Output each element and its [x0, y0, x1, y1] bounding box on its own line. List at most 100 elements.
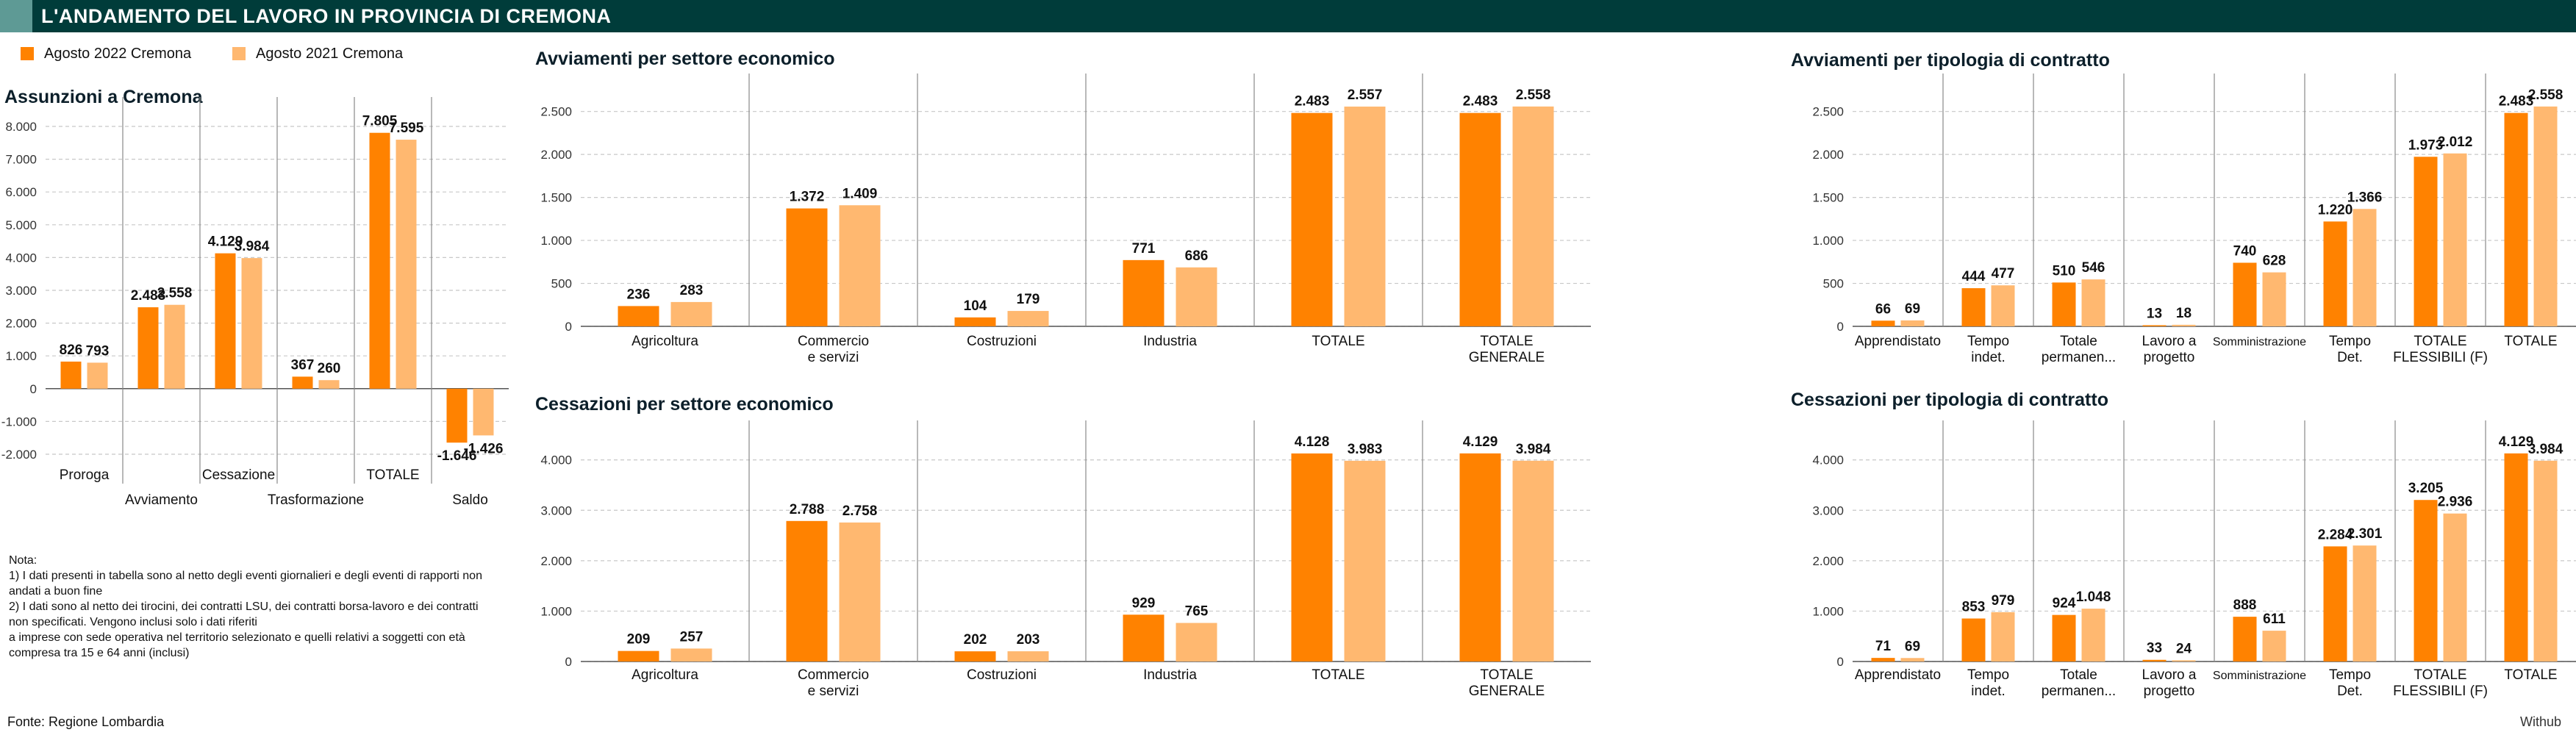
data-label: 826 — [60, 343, 83, 358]
x-tick-label: GENERALE — [1469, 350, 1545, 365]
header-bar: L'ANDAMENTO DEL LAVORO IN PROVINCIA DI C… — [0, 0, 2576, 32]
x-tick-label: Costruzioni — [967, 667, 1037, 683]
note-line: compresa tra 15 e 64 anni (inclusi) — [9, 647, 190, 659]
data-label: 104 — [964, 298, 987, 314]
data-label: 611 — [2263, 612, 2286, 627]
bar-2021 — [1007, 651, 1049, 662]
data-label: 367 — [291, 357, 315, 373]
data-label: 69 — [1905, 639, 1920, 654]
x-tick-label: Tempo — [1967, 667, 2009, 683]
data-label: 202 — [964, 632, 987, 648]
data-label: 1.048 — [2076, 589, 2111, 605]
y-tick-label: 1.000 — [540, 234, 572, 248]
source-credit: Fonte: Regione Lombardia — [7, 714, 165, 729]
x-tick-label: Somministrazione — [2213, 336, 2306, 348]
bar-2022 — [2052, 282, 2076, 326]
data-label: 771 — [1132, 241, 1156, 257]
y-tick-label: 3.000 — [1812, 503, 1844, 517]
data-label: 24 — [2176, 641, 2192, 656]
y-tick-label: -1.000 — [1, 415, 37, 429]
x-tick-label: TOTALE — [1312, 334, 1364, 349]
bar-2021 — [2081, 279, 2105, 326]
y-tick-label: 5.000 — [5, 218, 37, 232]
y-tick-label: 1.000 — [1812, 234, 1844, 248]
note-line: a imprese con sede operativa nel territo… — [9, 631, 465, 644]
x-tick-label: Trasformazione — [268, 492, 364, 508]
data-label: 628 — [2263, 254, 2286, 269]
data-label: 3.205 — [2408, 481, 2444, 496]
data-label: 2.012 — [2438, 135, 2473, 150]
bar-2021 — [2081, 609, 2105, 662]
y-tick-label: 3.000 — [5, 284, 37, 298]
chart-title: Avviamenti per settore economico — [535, 49, 835, 69]
y-tick-label: 6.000 — [5, 185, 37, 199]
chart-title: Assunzioni a Cremona — [4, 87, 204, 107]
bar-2021 — [1512, 460, 1554, 662]
bar-2022 — [137, 307, 159, 389]
y-tick-label: 2.000 — [540, 554, 572, 568]
x-tick-label: Tempo — [2329, 667, 2371, 683]
bar-2021 — [2353, 545, 2377, 662]
bar-2021 — [318, 380, 340, 389]
bar-2022 — [2052, 614, 2076, 662]
data-label: 686 — [1185, 248, 1209, 264]
data-label: 2.758 — [842, 503, 878, 519]
x-tick-label: FLESSIBILI (F) — [2393, 350, 2488, 365]
bar-2022 — [954, 317, 996, 326]
x-tick-label: GENERALE — [1469, 684, 1545, 699]
bar-2021 — [87, 362, 108, 389]
data-label: 7.805 — [362, 114, 398, 129]
data-label: 2.557 — [1348, 87, 1383, 103]
bar-2022 — [1459, 112, 1501, 326]
x-tick-label: Det. — [2337, 350, 2363, 365]
bar-2021 — [1900, 320, 1925, 326]
data-label: 69 — [1905, 301, 1920, 317]
x-tick-label: Costruzioni — [967, 334, 1037, 349]
x-tick-label: e servizi — [808, 350, 859, 365]
x-tick-label: progetto — [2144, 350, 2195, 365]
x-tick-label: TOTALE — [2504, 334, 2557, 349]
bar-2022 — [618, 306, 659, 326]
data-label: 929 — [1132, 595, 1156, 611]
data-label: 179 — [1017, 292, 1040, 307]
bar-2022 — [1291, 453, 1333, 662]
data-label: 13 — [2147, 306, 2162, 321]
bar-2022 — [2504, 112, 2528, 326]
data-label: 4.128 — [1295, 434, 1330, 450]
bar-2021 — [1991, 612, 2015, 662]
bar-2022 — [1961, 288, 1986, 326]
y-tick-label: 2.000 — [1812, 554, 1844, 568]
x-tick-label: TOTALE — [2414, 334, 2466, 349]
bar-2022 — [2142, 659, 2167, 662]
bar-2021 — [670, 648, 712, 662]
data-label: 3.984 — [2528, 442, 2564, 457]
data-label: 2.284 — [2318, 527, 2353, 542]
x-tick-label: Industria — [1143, 334, 1197, 349]
x-tick-label: Totale — [2060, 667, 2097, 683]
data-label: 979 — [1992, 593, 2015, 609]
y-tick-label: 0 — [565, 655, 572, 669]
data-label: 4.129 — [2499, 434, 2534, 450]
data-label: 888 — [2233, 598, 2257, 613]
bar-2021 — [241, 258, 262, 389]
y-tick-label: 1.000 — [1812, 604, 1844, 618]
note-line: Nota: — [9, 554, 37, 567]
data-label: 283 — [680, 283, 704, 298]
chart-avv-settore: Avviamenti per settore economico 2.500 2.0… — [535, 49, 1591, 365]
header-accent-chip — [0, 0, 32, 32]
y-tick-label: 3.000 — [540, 503, 572, 517]
chart-ces-settore: Cessazioni per settore economico 4.000 3.0… — [535, 394, 1591, 699]
y-tick-label: 1.000 — [5, 349, 37, 363]
x-tick-label: Cessazione — [202, 467, 275, 483]
bar-2021 — [1512, 106, 1554, 326]
y-tick-label: 2.500 — [540, 105, 572, 119]
bar-2021 — [2172, 660, 2196, 662]
y-tick-label: 1.500 — [1812, 191, 1844, 205]
data-label: 2.483 — [1463, 94, 1498, 110]
y-tick-label: 500 — [551, 277, 572, 291]
x-tick-label: Apprendistato — [1855, 667, 1941, 683]
chart-title: Avviamenti per tipologia di contratto — [1791, 50, 2110, 71]
bar-2022 — [954, 651, 996, 662]
x-tick-label: TOTALE — [2414, 667, 2466, 683]
